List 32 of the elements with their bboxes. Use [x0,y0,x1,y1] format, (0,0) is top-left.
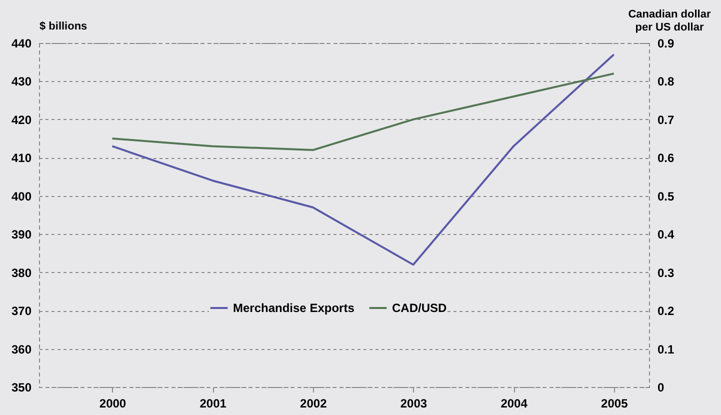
x-tick-label: 2004 [500,396,528,410]
y2-tick-label: 0.6 [658,151,675,166]
legend-label: Merchandise Exports [233,301,355,315]
y-tick-label: 420 [11,112,32,127]
y2-tick-label: 0.9 [658,36,675,50]
y2-tick-label: 0.3 [658,266,675,280]
y2-tick-label: 0.1 [658,342,675,356]
y2-tick-label: 0.7 [658,112,675,127]
y2-tick-label: 0.4 [658,228,675,242]
y-tick-label: 400 [11,189,32,204]
x-tick-label: 2003 [400,396,428,410]
y-tick-label: 380 [11,266,32,280]
line-series [111,72,615,152]
y-tick-label: 360 [11,342,32,356]
y-tick-label: 430 [11,74,32,89]
x-tick-label: 2001 [200,396,227,410]
y-tick-label: 390 [11,228,32,242]
y2-tick-label: 0.5 [658,189,675,204]
x-tick-label: 2002 [300,396,328,410]
y2-axis-title: Canadian dollar per US dollar [628,8,712,34]
y2-tick-label: 0 [658,380,664,394]
y-tick-label: 440 [11,36,32,50]
x-tick-label: 2000 [99,396,126,410]
y2-tick-label: 0.8 [658,74,675,89]
x-tick-label: 2005 [601,396,628,410]
line-series [111,53,615,266]
y-tick-label: 370 [11,304,32,318]
y-tick-label: 350 [11,380,32,394]
legend-label: CAD/USD [392,301,447,315]
y2-tick-label: 0.2 [658,304,675,318]
y-tick-label: 410 [11,151,32,166]
y-axis-title: $ billions [40,20,88,32]
